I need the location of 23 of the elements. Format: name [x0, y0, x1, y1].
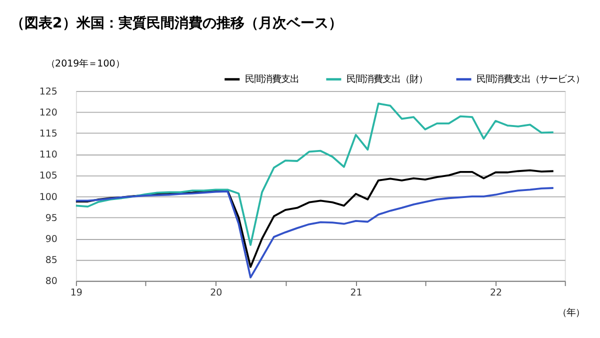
- legend-label: 民間消費支出（サービス）: [476, 74, 585, 86]
- x-tick-label: 19: [70, 288, 82, 299]
- x-tick-label: 21: [350, 288, 362, 299]
- y-tick-label: 100: [39, 192, 58, 203]
- chart-title: （図表2）米国：実質民間消費の推移（月次ベース）: [10, 14, 342, 32]
- y-tick-label: 125: [39, 86, 58, 98]
- x-tick-label: 20: [210, 288, 222, 299]
- line-series: [75, 187, 554, 278]
- line-series: [75, 169, 554, 268]
- y-tick-label: 80: [45, 276, 58, 288]
- y-axis-title: （2019年＝100）: [46, 58, 124, 70]
- legend-label: 民間消費支出: [244, 74, 299, 86]
- y-tick-label: 115: [39, 128, 58, 140]
- y-tick-label: 90: [45, 234, 58, 245]
- y-tick-label: 95: [45, 212, 58, 224]
- legend-label: 民間消費支出（財）: [346, 74, 428, 86]
- y-tick-label: 120: [39, 107, 58, 118]
- line-series: [75, 102, 554, 246]
- x-axis-title: （年）: [557, 307, 584, 318]
- y-tick-label: 85: [45, 255, 58, 266]
- y-tick-label: 110: [39, 150, 58, 161]
- y-tick-label: 105: [39, 170, 58, 182]
- x-tick-label: 22: [490, 288, 502, 299]
